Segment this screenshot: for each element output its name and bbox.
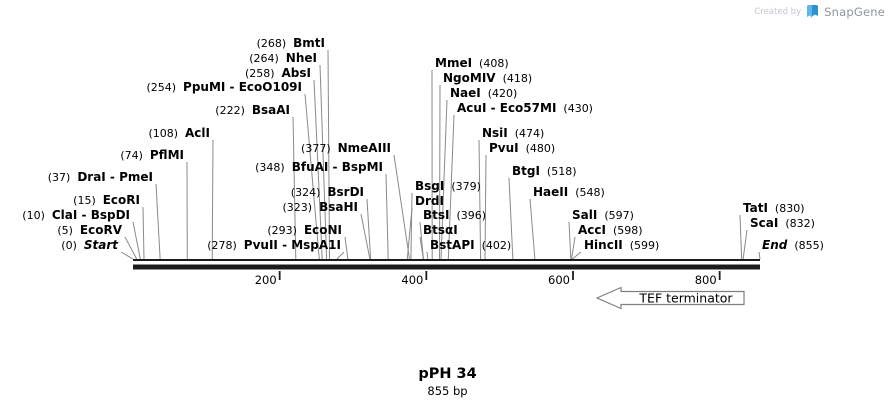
leader-line [304,93,320,260]
leader-line [406,207,413,260]
leader-line [120,251,134,260]
leader-line [739,214,743,260]
enzyme-label: (268) BmtI [257,36,325,50]
leader-line [758,251,761,260]
leader-line [336,251,345,260]
leader-line [124,236,138,260]
enzyme-label: NaeI (420) [450,86,517,100]
axis-top-line [133,259,760,261]
axis-ticks: 200 400 600 800 [255,271,721,287]
leader-line [478,139,482,260]
leader-line [419,236,424,260]
axis-tick [718,271,721,280]
enzyme-label: (293) EcoNI [267,223,342,237]
leader-line [132,221,141,260]
enzyme-label: (37) DraI - PmeI [48,170,153,184]
enzyme-label: PvuI (480) [489,141,555,155]
enzyme-label: HaeII (548) [533,185,605,199]
enzyme-label: (258) AbsI [245,66,311,80]
enzyme-label: BtgI (518) [512,164,577,178]
leader-line [366,198,372,260]
feature-label: TEF terminator [638,291,733,306]
enzyme-label: BstAPI (402) [430,238,511,252]
leader-line [571,251,582,260]
axis-tick [425,271,428,280]
axis-tick [572,271,574,280]
leader-line [508,177,514,260]
plasmid-name: pPH 34 [418,366,477,382]
restriction-map-svg: 200 400 600 800 (268) BmtI(264) NheI(258) A… [22,36,824,310]
leader-line [313,79,323,260]
axis-bottom-line [133,264,760,270]
enzyme-label: NgoMIV (418) [443,71,532,85]
leader-lines [120,49,761,260]
title-block: pPH 34 855 bp [0,366,895,398]
enzyme-label: (377) NmeAIII [301,141,391,155]
snapgene-brand-text: SnapGene [824,4,885,19]
enzyme-label: (74) PflMI [120,148,184,162]
leader-line [440,99,448,260]
leader-line [393,154,410,260]
sequence-axis [133,259,760,270]
enzyme-label: AcuI - Eco57MI (430) [457,101,593,115]
leader-line [360,213,371,260]
leader-line [568,221,572,260]
enzyme-label: (324) BsrDI [291,185,364,199]
leader-line [344,236,349,260]
enzyme-label: NsiI (474) [482,126,544,140]
feature-arrow-left [595,286,745,310]
enzyme-label: MmeI (408) [435,56,509,70]
tef-terminator-feature: TEF terminator [595,286,745,310]
enzyme-label: (0) Start [61,238,119,252]
created-by-text: Created by [754,6,802,17]
enzyme-label: End (855) [762,238,824,252]
axis-tick-label: 400 [401,273,423,287]
plasmid-length: 855 bp [427,384,468,398]
enzyme-label: (15) EcoRI [73,193,140,207]
leader-line [484,154,487,260]
enzyme-label: BsgI (379) [415,179,481,193]
axis-tick-label: 200 [255,273,277,287]
leader-line [385,173,389,260]
leader-line [529,198,536,260]
enzyme-label: HincII (599) [584,238,659,252]
enzyme-label: (108) AclI [148,126,210,140]
leader-line [142,206,145,260]
axis-tick [278,271,281,280]
enzyme-label: (323) BsaHI [283,200,358,214]
leader-line [447,114,455,260]
enzyme-label: AccI (598) [578,223,643,237]
leader-line [742,229,748,260]
enzyme-label: BtsI (396) [423,208,486,222]
leader-line [571,236,576,260]
enzyme-labels: (268) BmtI(264) NheI(258) AbsI(254) PpuM… [22,36,824,252]
enzyme-label: (254) PpuMI - EcoO109I [146,80,302,94]
axis-tick-label: 600 [548,273,570,287]
leader-line [319,64,328,260]
enzyme-label: (222) BsaAI [215,103,290,117]
axis-tick-label: 800 [695,273,717,287]
leader-line [426,251,429,260]
enzyme-label: (264) NheI [249,51,317,65]
enzyme-label: (278) PvuII - MspA1I [207,238,341,252]
leader-line [410,192,413,260]
enzyme-label: DrdI [415,194,444,208]
leader-line [292,116,297,260]
leader-line [155,183,161,260]
snapgene-credit: Created by SnapGene [754,4,885,19]
enzyme-label: BtsαI [423,223,458,237]
leader-line [211,139,214,260]
enzyme-label: (5) EcoRV [57,223,122,237]
enzyme-label: ScaI (832) [750,216,815,230]
snapgene-logo-icon [806,4,819,19]
leader-line [327,49,331,260]
enzyme-label: (10) ClaI - BspDI [22,208,130,222]
enzyme-label: TatI (830) [743,201,805,215]
enzyme-label: SalI (597) [572,208,634,222]
enzyme-label: (348) BfuAI - BspMI [255,160,383,174]
